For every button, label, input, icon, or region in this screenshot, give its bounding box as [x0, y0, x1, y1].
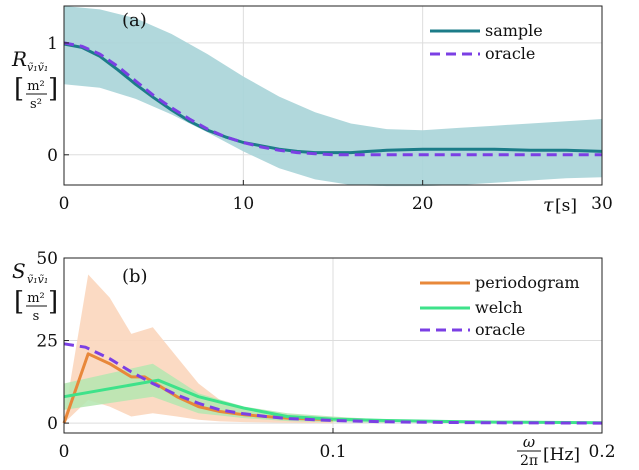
ylabel-b-bracket-left: [: [14, 287, 24, 317]
b-xtick-label-1: 0.1: [319, 442, 346, 462]
legend-a-sample-label: sample: [485, 21, 543, 40]
legend-b-oracle-label: oracle: [475, 320, 525, 339]
panel-a: 0 10 20 30 0 1 (a) R ṽ₁ṽ₁ [ m² s² ] τ [s] sam…: [11, 5, 613, 216]
panel-b: 0 0.1 0.2 0 25 50 (b) S ṽ₁ṽ₁ [ m² s ] ω 2π [H…: [12, 249, 616, 469]
ticks-a: 0 10 20 30 0 1: [47, 34, 613, 214]
legend-b-welch-label: welch: [475, 298, 523, 317]
ylabel-a-bracket-left: [: [14, 74, 24, 104]
b-ytick-label-0: 0: [47, 414, 58, 434]
a-ytick-label-1: 1: [47, 34, 58, 54]
b-series-oracle: [63, 342, 603, 425]
ylabel-b-unit-den: s: [33, 309, 40, 324]
ylabel-b-symbol: S: [12, 259, 26, 283]
a-ytick-label-0: 0: [47, 146, 58, 166]
panel-label-a: (a): [122, 10, 147, 31]
a-xtick-label-2: 20: [412, 194, 434, 214]
series-b: [62, 342, 603, 425]
xlabel-b-frac-num: ω: [523, 433, 535, 451]
series-a: [63, 41, 603, 157]
a-band-0: [64, 6, 602, 187]
ylabel-a-unit-den: s²: [30, 97, 42, 112]
ylabel-b-subscript: ṽ₁ṽ₁: [27, 273, 48, 286]
a-xtick-label-0: 0: [59, 194, 70, 214]
band-a: [64, 6, 602, 187]
xlabel-a-unit: [s]: [555, 196, 577, 216]
a-series-oracle: [63, 41, 602, 157]
ylabel-b-unit-num: m²: [27, 291, 45, 306]
b-xtick-label-0: 0: [59, 442, 70, 462]
xlabel-b-unit: [Hz]: [543, 445, 580, 465]
axes-frame-a: [63, 5, 603, 186]
xlabel-b-frac-den: 2π: [520, 453, 538, 469]
b-ytick-label-2: 50: [36, 249, 58, 269]
xlabel-a-symbol: τ: [543, 194, 554, 216]
band-b: [64, 274, 387, 424]
ylabel-a-symbol: R: [11, 47, 27, 71]
ylabel-b-bracket-right: ]: [48, 287, 58, 317]
ticks-b: 0 0.1 0.2 0 25 50: [36, 249, 615, 462]
legend-b-periodogram-label: periodogram: [475, 273, 580, 292]
a-xtick-label-1: 10: [233, 194, 255, 214]
a-xtick-label-3: 30: [591, 194, 613, 214]
legend-b: periodogram welch oracle: [420, 273, 580, 339]
ylabel-a-bracket-right: ]: [48, 74, 58, 104]
ylabel-a-unit-num: m²: [27, 79, 45, 94]
panel-label-b: (b): [122, 266, 148, 287]
legend-a-oracle-label: oracle: [485, 44, 535, 63]
b-ytick-label-1: 25: [36, 332, 58, 352]
legend-a: sample oracle: [430, 21, 543, 63]
b-xtick-label-2: 0.2: [588, 442, 615, 462]
b-series-welch: [63, 378, 603, 425]
ylabel-a-subscript: ṽ₁ṽ₁: [27, 61, 48, 74]
